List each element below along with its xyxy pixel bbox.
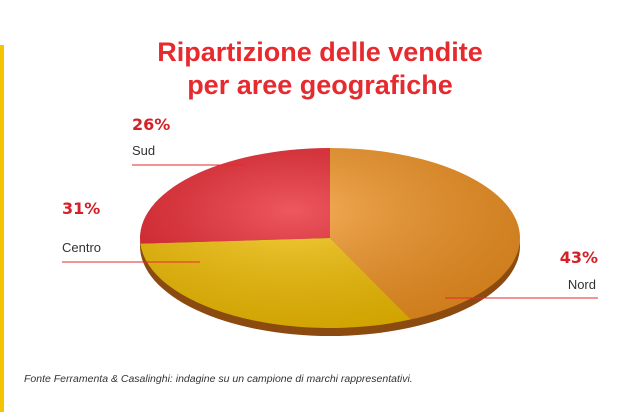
side-stripe (0, 45, 4, 412)
value-label: 43% (560, 248, 598, 267)
labels: 43% Nord 31% Centro 26% Sud (62, 115, 598, 299)
value-label: 26% (132, 115, 170, 134)
pie-slice (140, 148, 330, 244)
slices (140, 148, 521, 328)
chart-title: Ripartizione delle vendite per aree geog… (157, 37, 483, 100)
category-label: Sud (132, 143, 155, 158)
source-note: Fonte Ferramenta & Casalinghi: indagine … (24, 373, 413, 385)
category-label: Nord (568, 277, 596, 292)
category-label: Centro (62, 240, 101, 255)
value-label: 31% (62, 199, 100, 218)
